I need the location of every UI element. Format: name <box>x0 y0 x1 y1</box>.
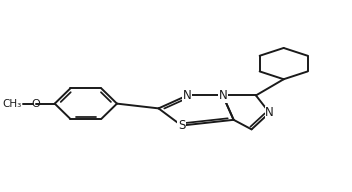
Text: N: N <box>219 89 227 102</box>
Text: N: N <box>265 106 274 119</box>
Text: S: S <box>178 119 185 132</box>
Text: O: O <box>32 99 40 109</box>
Text: N: N <box>183 89 191 102</box>
Text: CH₃: CH₃ <box>2 99 21 109</box>
